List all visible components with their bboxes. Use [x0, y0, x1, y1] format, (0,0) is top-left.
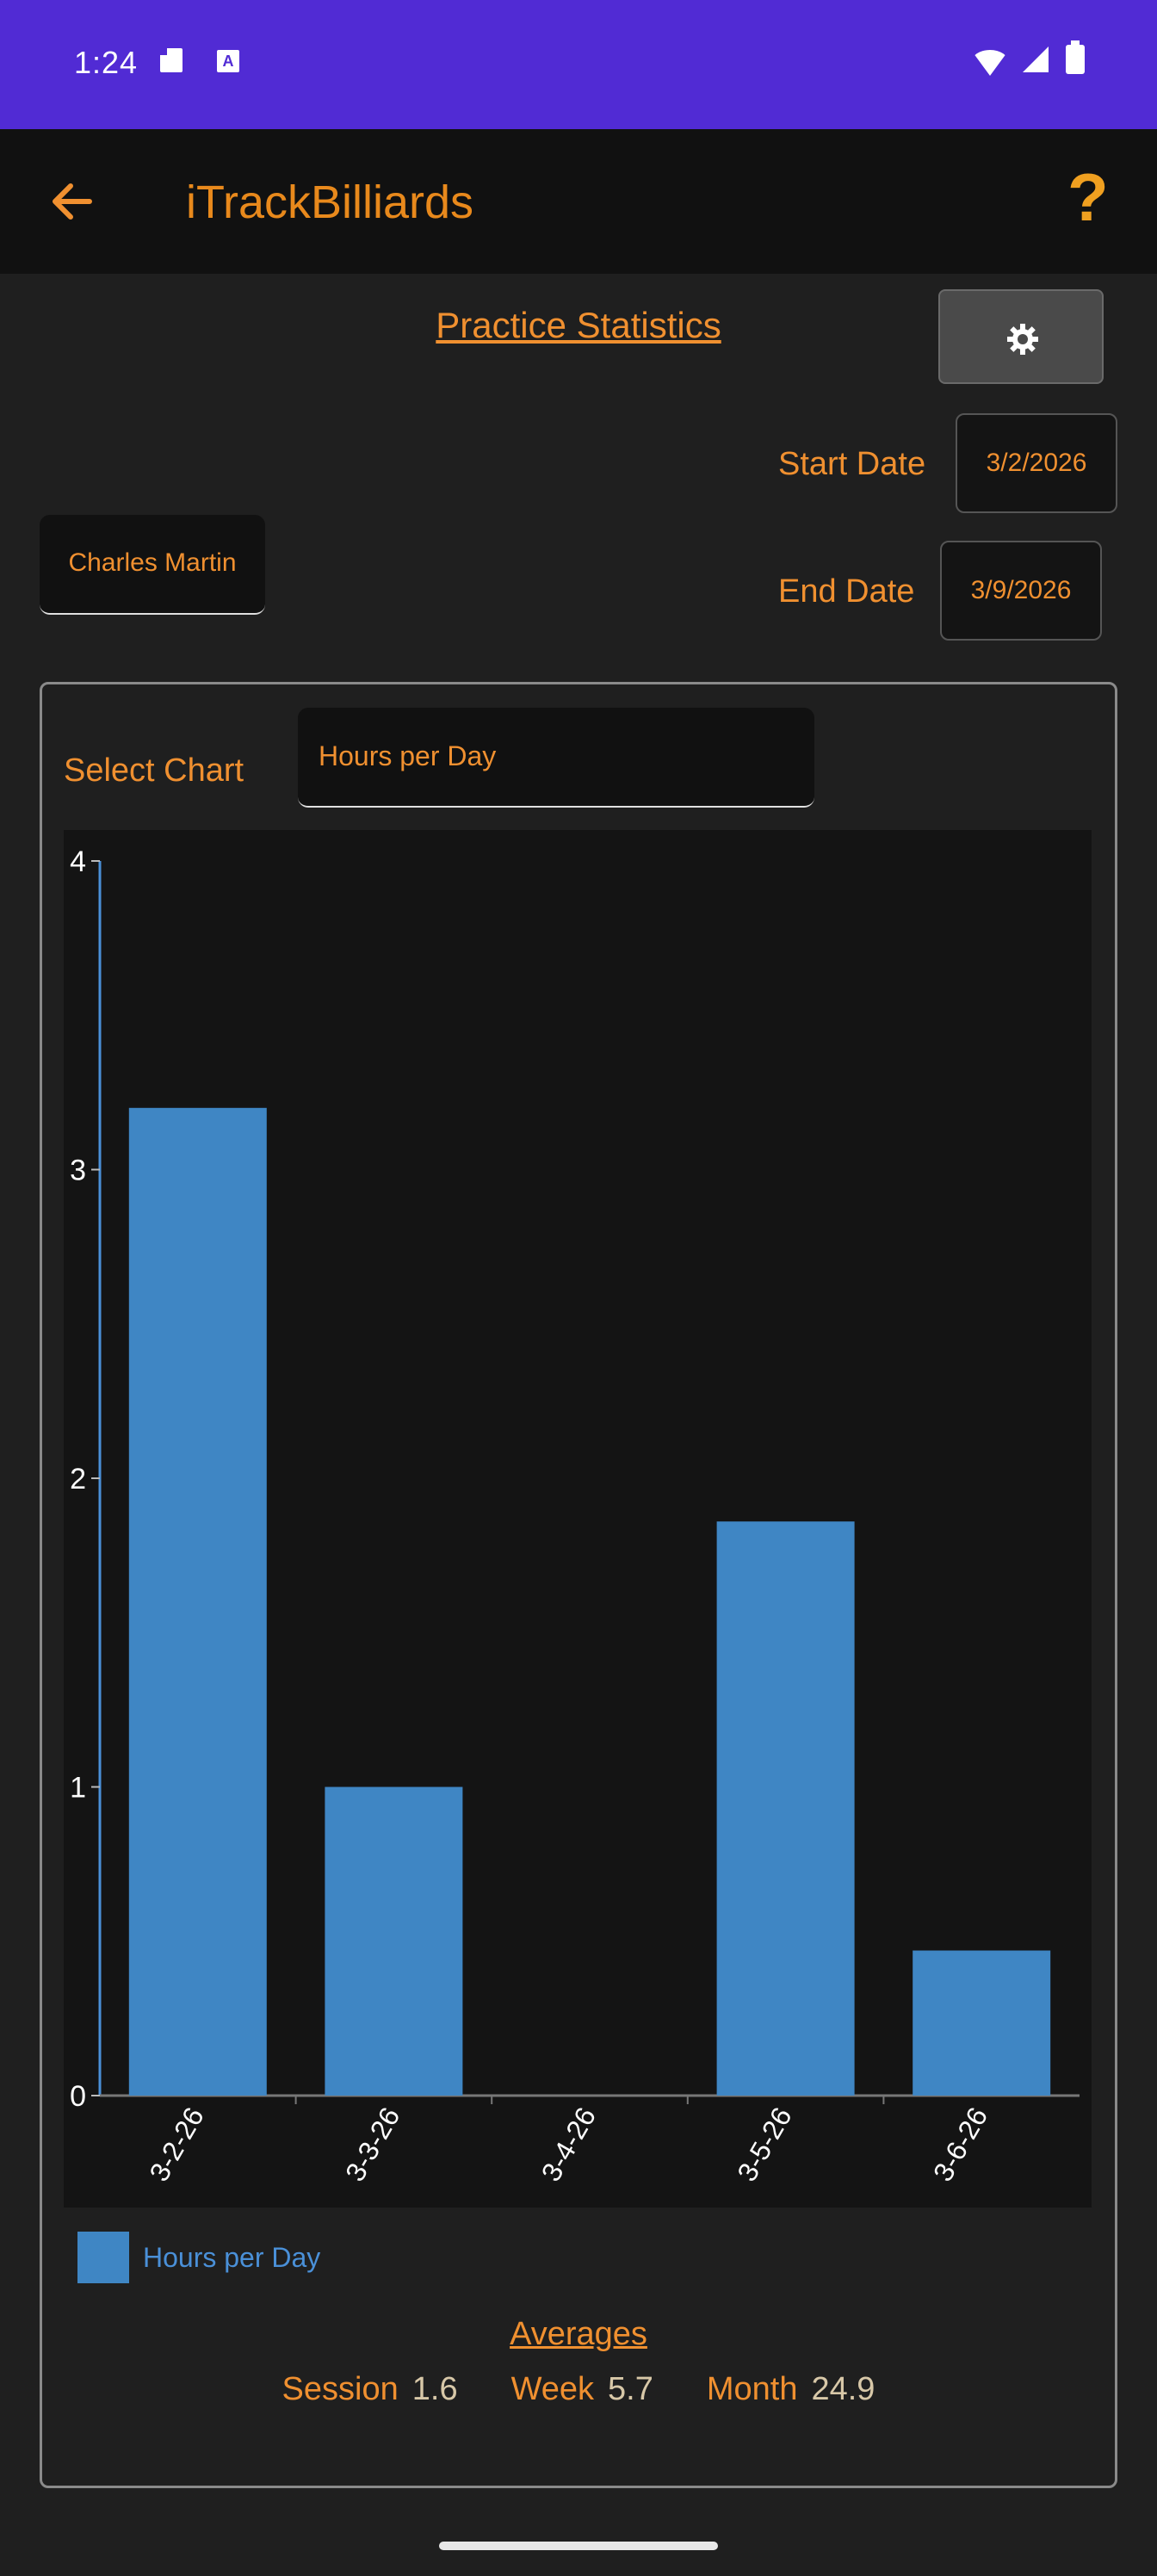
y-tick-label: 4 [70, 845, 86, 878]
app-title: iTrackBilliards [186, 176, 474, 228]
page-title: Practice Statistics [436, 305, 721, 345]
avg-session-label: Session [282, 2371, 399, 2407]
end-date-label: End Date [778, 573, 915, 610]
status-bar: 1:24 A [0, 0, 1157, 129]
avg-session-value: 1.6 [411, 2371, 458, 2407]
help-icon[interactable]: ? [1067, 159, 1109, 235]
averages-heading: Averages [510, 2316, 647, 2352]
legend-label: Hours per Day [143, 2242, 321, 2273]
settings-button[interactable] [938, 289, 1104, 384]
avg-month-label: Month [706, 2371, 798, 2407]
a-badge-icon: A [217, 50, 239, 72]
status-time: 1:24 [74, 45, 139, 80]
x-tick-label: 3-6-26 [927, 2102, 993, 2187]
x-tick-label: 3-4-26 [535, 2102, 602, 2187]
avg-month-value: 24.9 [811, 2371, 875, 2407]
sd-card-icon [160, 48, 183, 72]
gear-icon [1007, 324, 1038, 355]
y-tick-label: 1 [70, 1772, 86, 1805]
select-chart-label: Select Chart [64, 752, 244, 789]
y-tick-label: 3 [70, 1155, 86, 1187]
chart-type-picker[interactable]: Hours per Day [298, 708, 814, 808]
legend-swatch [77, 2232, 129, 2283]
y-tick-label: 0 [70, 2080, 86, 2113]
x-tick-label: 3-5-26 [731, 2102, 797, 2187]
app-bar: iTrackBilliards ? [0, 129, 1157, 274]
bar-3-2-26 [128, 1107, 267, 2096]
start-date-button[interactable]: 3/2/2026 [956, 413, 1117, 513]
start-date-label: Start Date [778, 446, 926, 482]
arrow-back-icon[interactable] [46, 176, 98, 227]
bar-chart: 0 1 2 3 4 3-2-26 3-3-26 3-4-26 3-5-26 3-6-26 [64, 830, 1092, 2208]
wifi-icon [971, 50, 1009, 76]
signal-icon [1023, 46, 1049, 72]
bar-3-5-26 [716, 1521, 855, 2096]
averages-row: Session 1.6 Week 5.7 Month 24.9 [0, 2371, 1157, 2408]
bar-3-6-26 [913, 1950, 1051, 2096]
home-indicator[interactable] [439, 2542, 718, 2550]
chart-panel [40, 682, 1117, 2488]
player-select-button[interactable]: Charles Martin [40, 515, 265, 615]
x-tick-label: 3-3-26 [339, 2102, 405, 2187]
end-date-button[interactable]: 3/9/2026 [940, 541, 1102, 641]
x-tick-label: 3-2-26 [143, 2102, 209, 2187]
bar-3-3-26 [325, 1786, 463, 2096]
avg-week-value: 5.7 [608, 2371, 653, 2407]
battery-icon [1066, 40, 1085, 74]
y-tick-label: 2 [70, 1463, 86, 1495]
avg-week-label: Week [510, 2371, 595, 2407]
